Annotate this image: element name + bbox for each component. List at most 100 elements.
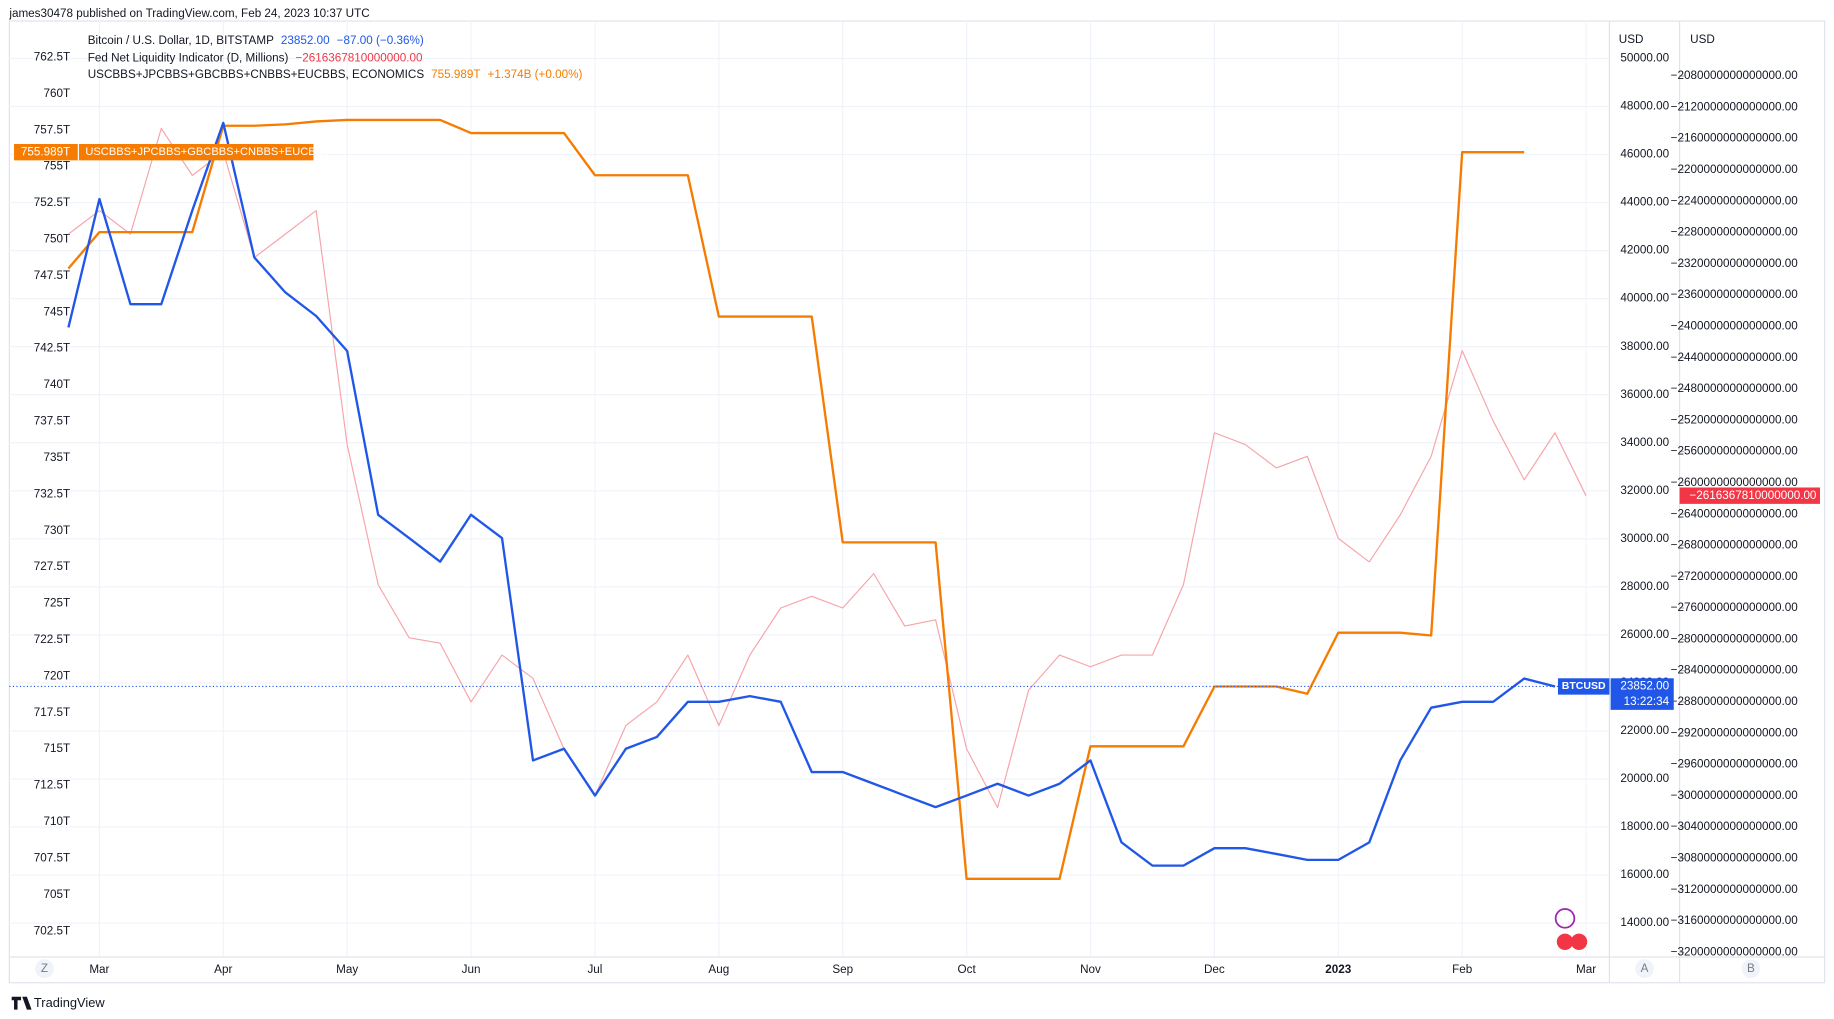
x-tick-label: Aug bbox=[708, 963, 729, 976]
flag-icon[interactable] bbox=[1570, 933, 1588, 950]
price-tag-label: −2616367810000000.00 bbox=[1689, 489, 1817, 502]
y-tick-label: 44000.00 bbox=[1620, 196, 1669, 209]
series-line bbox=[67, 121, 1556, 867]
legend-name: USCBBS+JPCBBS+GBCBBS+CNBBS+EUCBBS, ECONO… bbox=[88, 68, 425, 81]
y3-tick-label: 742.5T bbox=[34, 342, 70, 355]
zoom-button[interactable] bbox=[35, 959, 54, 979]
price-tag-label: 23852.00 bbox=[1620, 680, 1669, 693]
log-button[interactable] bbox=[1741, 959, 1761, 979]
y3-tick-label: 755T bbox=[44, 160, 71, 173]
y-tick-label: 18000.00 bbox=[1620, 820, 1669, 833]
legend-value: −2616367810000000.00 bbox=[295, 52, 423, 65]
symbol-tag bbox=[1557, 678, 1610, 695]
y2-tick-label: −2080000000000000.00 bbox=[1671, 69, 1799, 82]
y3-tick-label: 710T bbox=[44, 815, 71, 828]
y-tick-label: 50000.00 bbox=[1620, 52, 1669, 65]
legend-change: −87.00 (−0.36%) bbox=[337, 34, 424, 47]
legend-value: 755.989T bbox=[431, 68, 480, 81]
y-tick-label: 42000.00 bbox=[1620, 244, 1669, 257]
x-tick-label: Apr bbox=[214, 963, 232, 976]
y2-tick-label: −2240000000000000.00 bbox=[1671, 194, 1799, 207]
y-tick-label: 40000.00 bbox=[1620, 292, 1669, 305]
y3-tick-label: 732.5T bbox=[34, 487, 70, 500]
x-tick-label: Dec bbox=[1204, 963, 1225, 976]
x-tick-label: May bbox=[336, 963, 358, 976]
y3-tick-label: 720T bbox=[44, 669, 71, 682]
y3-tick-label: 745T bbox=[44, 305, 71, 318]
x-tick-label: Oct bbox=[958, 963, 977, 976]
y2-tick-label: −2480000000000000.00 bbox=[1671, 382, 1799, 395]
y3-tick-label: 722.5T bbox=[34, 633, 70, 646]
x-tick-label: Mar bbox=[89, 963, 109, 976]
y2-tick-label: −2200000000000000.00 bbox=[1671, 163, 1799, 176]
y3-tick-label: 707.5T bbox=[34, 851, 70, 864]
auto-button[interactable] bbox=[1635, 959, 1654, 979]
symbol-tag-label: BTCUSD bbox=[1562, 680, 1606, 692]
y-tick-label: 30000.00 bbox=[1620, 532, 1669, 545]
y2-tick-label: −2400000000000000.00 bbox=[1671, 319, 1799, 332]
y2-tick-label: −2640000000000000.00 bbox=[1671, 507, 1799, 520]
y2-tick-label: −2280000000000000.00 bbox=[1671, 226, 1799, 239]
axis-title: USD bbox=[1690, 33, 1715, 46]
zoom-button-label[interactable]: Z bbox=[41, 962, 48, 975]
symbol-tag-label: USCBBS+JPCBBS+GBCBBS+CNBBS+EUCBBS bbox=[85, 146, 330, 158]
header: james30478 published on TradingView.com,… bbox=[8, 7, 369, 20]
y2-tick-label: −3000000000000000.00 bbox=[1671, 789, 1799, 802]
logo bbox=[11, 996, 32, 1010]
legend-name: Fed Net Liquidity Indicator (D, Millions… bbox=[88, 52, 289, 65]
y2-tick-label: −3200000000000000.00 bbox=[1671, 945, 1799, 958]
x-tick-label: 2023 bbox=[1325, 963, 1351, 976]
y-tick-label: 28000.00 bbox=[1620, 580, 1669, 593]
y2-tick-label: −2720000000000000.00 bbox=[1671, 570, 1799, 583]
y2-tick-label: −2520000000000000.00 bbox=[1671, 413, 1799, 426]
x-tick-label: Mar bbox=[1576, 963, 1596, 976]
y2-tick-label: −2760000000000000.00 bbox=[1671, 601, 1799, 614]
flag-icon[interactable] bbox=[1556, 933, 1574, 950]
y-tick-label: 16000.00 bbox=[1620, 868, 1669, 881]
countdown-label: 13:22:34 bbox=[1624, 695, 1670, 708]
x-tick-label: Jun bbox=[462, 963, 481, 976]
y2-tick-label: −2120000000000000.00 bbox=[1671, 100, 1799, 113]
price-tag bbox=[1610, 678, 1674, 710]
y3-tick-label: 717.5T bbox=[34, 706, 70, 719]
y-tick-label: 26000.00 bbox=[1620, 628, 1669, 641]
legend-change: +1.374B (+0.00%) bbox=[488, 68, 583, 81]
legend-entry: Bitcoin / U.S. Dollar, 1D, BITSTAMP 23852… bbox=[88, 34, 424, 47]
y2-tick-label: −2880000000000000.00 bbox=[1671, 695, 1799, 708]
y3-tick-label: 712.5T bbox=[34, 779, 70, 792]
series-line bbox=[67, 118, 1525, 881]
y-tick-label: 22000.00 bbox=[1620, 724, 1669, 737]
event-icon[interactable] bbox=[1554, 908, 1576, 929]
auto-button-label[interactable]: A bbox=[1641, 962, 1649, 975]
y-tick-label: 14000.00 bbox=[1620, 916, 1669, 929]
y2-tick-label: −2320000000000000.00 bbox=[1671, 257, 1799, 270]
y2-tick-label: −2560000000000000.00 bbox=[1671, 445, 1799, 458]
y2-tick-label: −2680000000000000.00 bbox=[1671, 539, 1799, 552]
y3-tick-label: 740T bbox=[44, 378, 71, 391]
y2-tick-label: −3160000000000000.00 bbox=[1671, 914, 1799, 927]
y-tick-label: 46000.00 bbox=[1620, 148, 1669, 161]
legend-entry: USCBBS+JPCBBS+GBCBBS+CNBBS+EUCBBS, ECONO… bbox=[88, 68, 583, 81]
y2-tick-label: −2600000000000000.00 bbox=[1671, 476, 1799, 489]
y2-tick-label: −2800000000000000.00 bbox=[1671, 632, 1799, 645]
price-tag bbox=[1679, 487, 1820, 504]
y2-tick-label: −3040000000000000.00 bbox=[1671, 820, 1799, 833]
y3-tick-label: 715T bbox=[44, 742, 71, 755]
y-tick-label: 48000.00 bbox=[1620, 100, 1669, 113]
x-tick-label: Feb bbox=[1452, 963, 1473, 976]
series-line bbox=[68, 127, 1587, 809]
y2-tick-label: −2160000000000000.00 bbox=[1671, 132, 1799, 145]
y3-tick-label: 702.5T bbox=[34, 924, 70, 937]
y3-tick-label: 752.5T bbox=[34, 196, 70, 209]
log-button-label[interactable]: B bbox=[1747, 962, 1755, 975]
y3-tick-label: 750T bbox=[44, 232, 71, 245]
x-tick-label: Nov bbox=[1080, 963, 1101, 976]
footer: TradingView bbox=[34, 995, 105, 1010]
legend-value: 23852.00 bbox=[281, 34, 330, 47]
y3-tick-label: 760T bbox=[44, 87, 71, 100]
y2-tick-label: −2960000000000000.00 bbox=[1671, 758, 1799, 771]
axis-title: USD bbox=[1619, 33, 1644, 46]
y-tick-label: 32000.00 bbox=[1620, 484, 1669, 497]
